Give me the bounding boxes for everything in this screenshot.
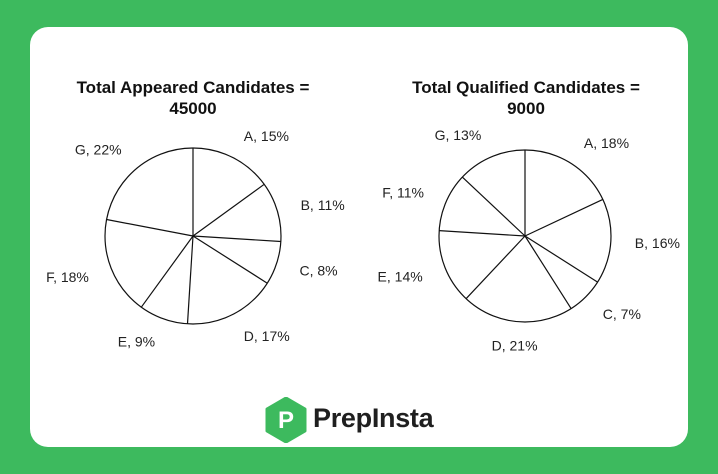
brand-name: PrepInsta — [313, 403, 434, 433]
pie-slice-boundary — [192, 183, 265, 237]
pie-slice-boundary — [465, 235, 526, 300]
pie-slice-boundary — [524, 235, 572, 309]
pie-slice-boundary — [140, 235, 194, 308]
slice-label-c: C, 7% — [603, 306, 641, 322]
pie-chart-appeared: A, 15% B, 11% C, 8% D, 17% E, 9% F, 18% G, 22% — [46, 128, 345, 349]
slice-label-b: B, 16% — [635, 235, 680, 251]
pie-slice-boundary — [192, 235, 268, 284]
pie-slice-boundary — [186, 235, 194, 324]
chart-title-line-1: Total Qualified Candidates = — [412, 78, 640, 97]
slice-label-f: F, 11% — [382, 184, 424, 200]
slice-label-e: E, 14% — [378, 269, 423, 285]
pie-slice-boundary — [192, 235, 281, 243]
slice-label-b: B, 11% — [301, 197, 345, 213]
pie-slice-boundary — [524, 235, 598, 283]
slice-label-a: A, 18% — [584, 135, 629, 151]
chart-title-qualified: Total Qualified Candidates = 9000 — [376, 77, 676, 119]
slice-label-e: E, 9% — [118, 333, 155, 349]
chart-title-line-2: 45000 — [169, 99, 217, 118]
chart-title-appeared: Total Appeared Candidates = 45000 — [43, 77, 343, 119]
slice-label-d: D, 21% — [492, 338, 538, 354]
content-card: Total Appeared Candidates = 45000 Total … — [30, 27, 688, 447]
pie-chart-qualified: A, 18% B, 16% C, 7% D, 21% E, 14% F, 11% G, 13… — [378, 127, 680, 354]
chart-title-line-2: 9000 — [507, 99, 545, 118]
pie-slice-boundary — [461, 176, 526, 237]
pie-slice-boundary — [524, 198, 604, 237]
slice-label-a: A, 15% — [244, 128, 289, 144]
slice-label-c: C, 8% — [300, 263, 338, 279]
slice-label-f: F, 18% — [46, 269, 89, 285]
prepinsta-logo-icon: P — [265, 397, 307, 443]
brand-logo: P PrepInsta — [265, 397, 465, 443]
slice-label-g: G, 13% — [435, 127, 482, 143]
slice-label-d: D, 17% — [244, 328, 290, 344]
pie-slice-boundary — [106, 218, 194, 237]
pie-slice-boundary — [439, 230, 526, 237]
logo-letter: P — [278, 407, 294, 434]
slice-label-g: G, 22% — [75, 142, 122, 158]
chart-title-line-1: Total Appeared Candidates = — [76, 78, 310, 97]
